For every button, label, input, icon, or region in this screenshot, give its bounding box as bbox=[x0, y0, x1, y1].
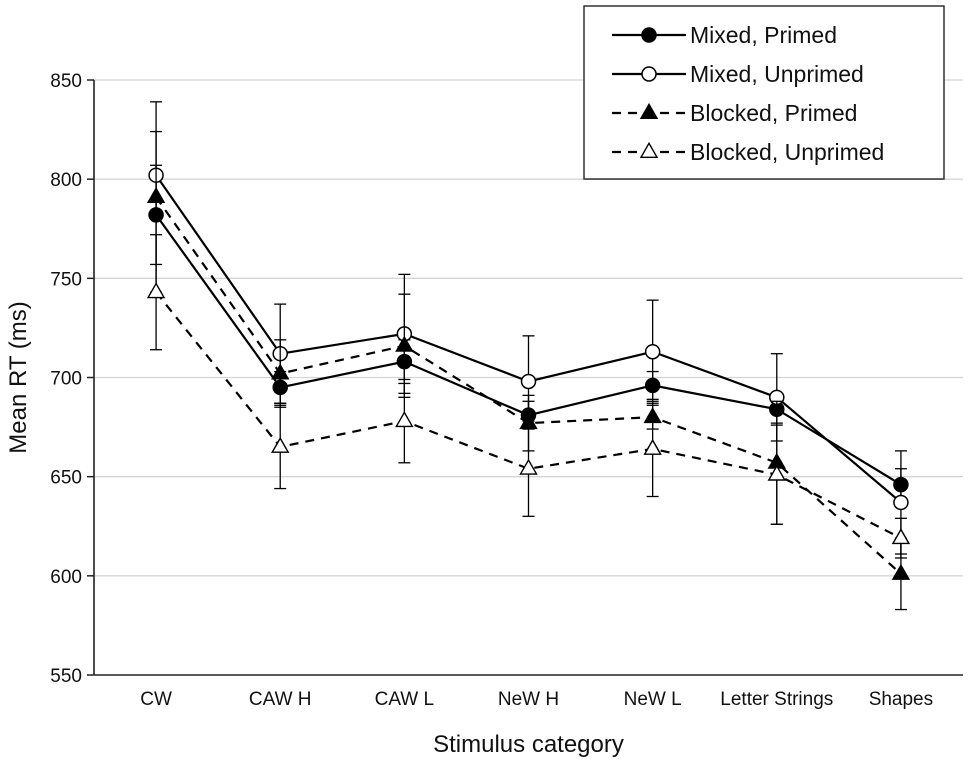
legend-label: Blocked, Unprimed bbox=[690, 139, 884, 165]
x-tick-label: Letter Strings bbox=[720, 689, 833, 710]
x-tick-label: NeW H bbox=[498, 689, 559, 710]
series-4 bbox=[146, 234, 911, 559]
y-axis-title: Mean RT (ms) bbox=[5, 301, 32, 453]
legend: Mixed, Primed Mixed, Unprimed Blocked, Pri… bbox=[583, 5, 945, 180]
legend-item: Blocked, Primed bbox=[612, 100, 857, 126]
y-tick-label: 800 bbox=[50, 170, 82, 191]
legend-item: Mixed, Primed bbox=[612, 22, 837, 48]
data-point bbox=[767, 464, 786, 481]
y-tick-labels: 550 600 650 700 750 800 850 bbox=[50, 71, 94, 687]
x-tick-labels: CW CAW H CAW L NeW H NeW L Letter Strings Shap… bbox=[140, 689, 933, 710]
x-axis-title: Stimulus category bbox=[433, 731, 624, 758]
data-point bbox=[146, 186, 166, 204]
y-tick-label: 750 bbox=[50, 269, 82, 290]
data-point bbox=[271, 363, 290, 380]
y-tick-label: 700 bbox=[50, 369, 82, 390]
y-tick-label: 600 bbox=[50, 567, 82, 588]
x-tick-label: NeW L bbox=[624, 689, 682, 710]
data-point bbox=[519, 458, 538, 475]
data-point bbox=[395, 411, 414, 428]
data-point bbox=[146, 282, 166, 299]
data-point bbox=[395, 335, 414, 352]
legend-marker bbox=[641, 27, 657, 43]
legend-marker bbox=[639, 102, 659, 120]
legend-marker bbox=[639, 141, 659, 159]
data-point bbox=[643, 438, 662, 455]
legend-label: Blocked, Primed bbox=[690, 100, 857, 126]
y-tick-label: 850 bbox=[50, 71, 82, 92]
x-tick-label: CAW H bbox=[249, 689, 312, 710]
legend-item: Mixed, Unprimed bbox=[612, 61, 864, 87]
data-point bbox=[891, 563, 911, 580]
data-point bbox=[644, 343, 661, 360]
x-tick-label: CW bbox=[140, 689, 172, 710]
series bbox=[146, 101, 911, 611]
x-tick-label: Shapes bbox=[869, 689, 933, 710]
x-tick-label: CAW L bbox=[375, 689, 434, 710]
data-point bbox=[271, 436, 290, 453]
legend-label: Mixed, Primed bbox=[690, 22, 837, 48]
data-point bbox=[520, 373, 537, 390]
legend-item: Blocked, Unprimed bbox=[612, 139, 884, 165]
y-tick-label: 550 bbox=[50, 666, 82, 687]
data-point bbox=[891, 528, 911, 545]
legend-marker bbox=[641, 66, 657, 82]
legend-label: Mixed, Unprimed bbox=[690, 61, 864, 87]
data-point bbox=[893, 494, 909, 511]
y-tick-label: 650 bbox=[50, 468, 82, 489]
